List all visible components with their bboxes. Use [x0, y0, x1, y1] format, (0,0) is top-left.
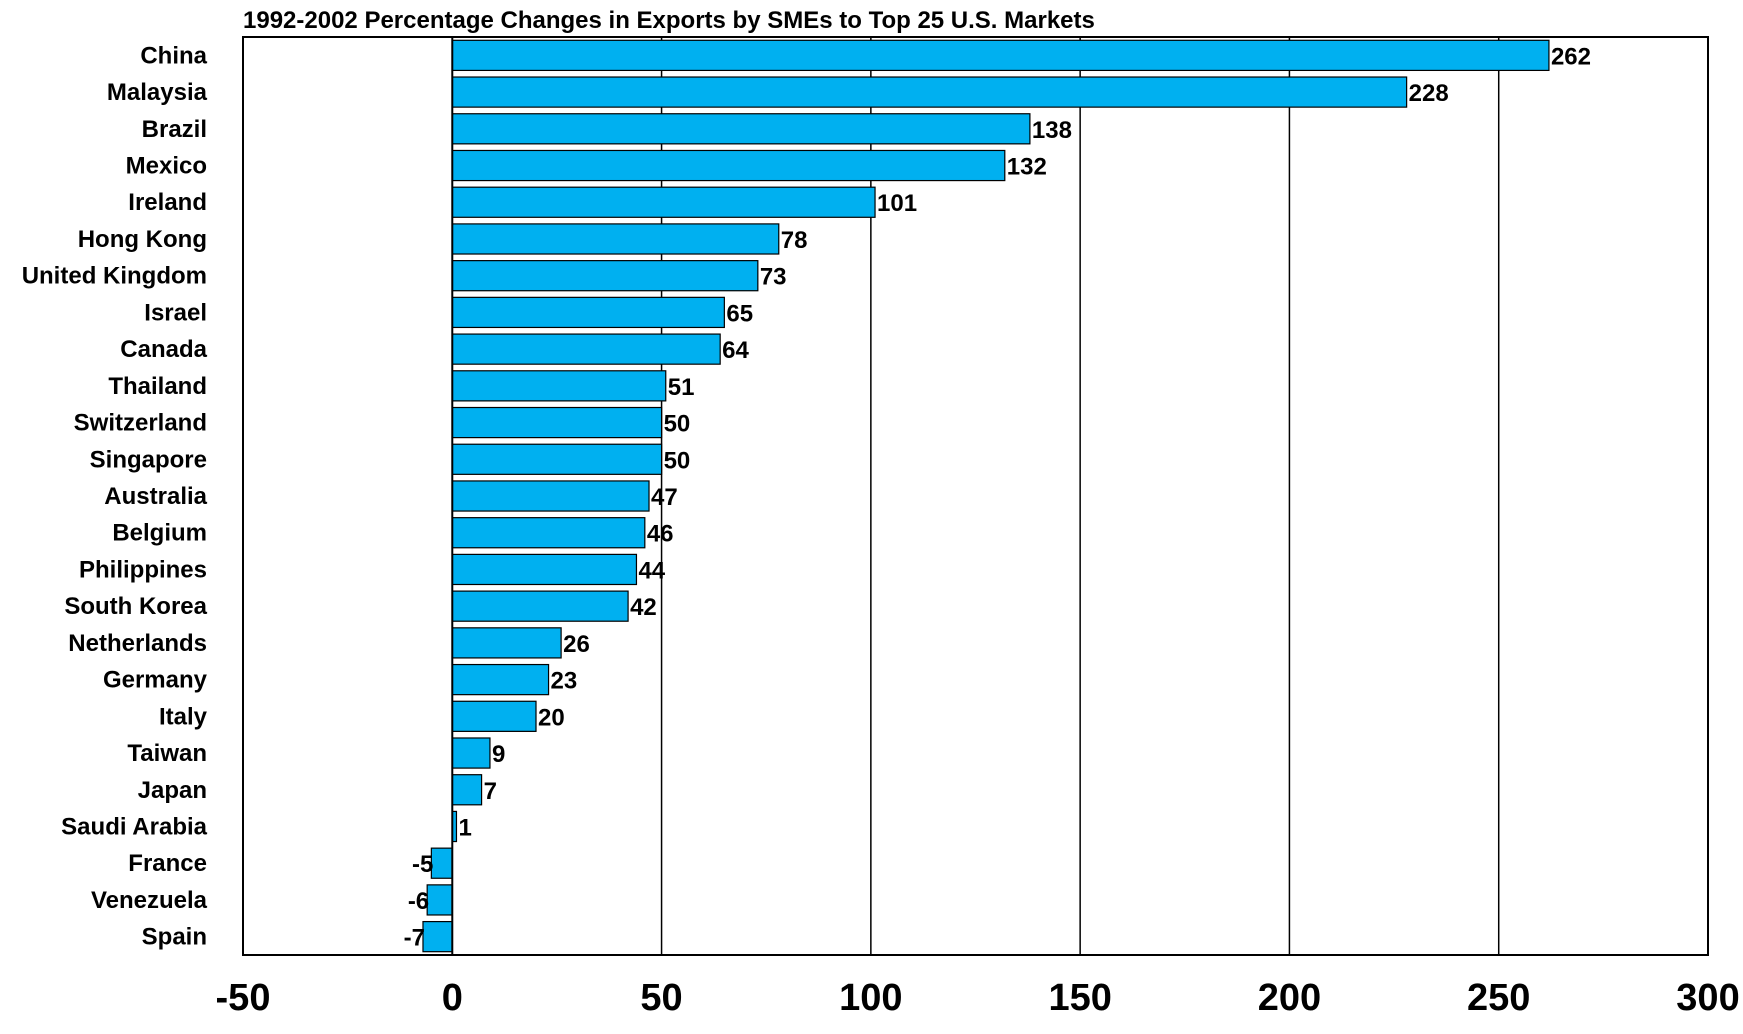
- bar: [422, 920, 453, 953]
- category-label: Canada: [120, 336, 207, 363]
- category-label: Hong Kong: [78, 226, 207, 253]
- category-label: Belgium: [112, 520, 207, 547]
- category-label: Venezuela: [91, 887, 208, 914]
- data-label: 78: [781, 227, 808, 254]
- bar: [451, 737, 491, 769]
- x-tick-label: -50: [216, 977, 271, 1019]
- bar: [430, 847, 453, 879]
- data-label: 51: [668, 374, 695, 401]
- data-label: 262: [1551, 43, 1591, 70]
- bar: [451, 517, 646, 549]
- bar: [451, 39, 1550, 72]
- x-tick-label: 0: [442, 977, 463, 1019]
- bar: [451, 700, 537, 732]
- bar: [451, 443, 663, 475]
- category-label: Singapore: [90, 446, 207, 473]
- category-label: China: [140, 42, 207, 69]
- category-label: Mexico: [126, 153, 207, 180]
- bar: [451, 149, 1006, 182]
- bar: [451, 113, 1031, 145]
- bar: [451, 186, 876, 218]
- data-label: 73: [760, 264, 787, 291]
- bar: [426, 884, 453, 916]
- data-label: 228: [1409, 80, 1449, 107]
- bar: [451, 663, 550, 696]
- category-label: Brazil: [142, 116, 207, 143]
- bar: [451, 76, 1408, 108]
- bar: [451, 480, 650, 512]
- data-labels: 262 228 138 132 101 78 73 65 64 51 50 50 47 46 44 42 26 2…: [404, 43, 1591, 951]
- data-label: -7: [404, 925, 425, 952]
- category-label: Germany: [103, 667, 208, 694]
- category-labels: China Malaysia Brazil Mexico Ireland Hong Kon…: [22, 42, 208, 950]
- data-label: -6: [408, 888, 429, 915]
- bar: [451, 260, 759, 292]
- bar: [451, 406, 663, 439]
- x-tick-label: 100: [839, 977, 902, 1019]
- category-label: Malaysia: [107, 79, 208, 106]
- category-label: Saudi Arabia: [61, 813, 207, 840]
- x-tick-label: 50: [640, 977, 682, 1019]
- x-tick-labels: -50 0 50 100 150 200 250 300: [216, 977, 1740, 1019]
- bar: [451, 774, 483, 806]
- data-label: 50: [664, 411, 691, 438]
- x-tick-label: 250: [1467, 977, 1530, 1019]
- bar: [451, 553, 638, 586]
- data-label: 23: [551, 668, 578, 695]
- data-label: 1: [458, 814, 471, 841]
- category-label: Japan: [138, 777, 207, 804]
- data-label: 42: [630, 594, 657, 621]
- category-label: Australia: [104, 483, 207, 510]
- plot-area: [242, 36, 1709, 956]
- data-label: 44: [638, 557, 665, 584]
- bar: [451, 627, 562, 659]
- category-label: Philippines: [79, 556, 207, 583]
- bar: [451, 333, 721, 365]
- bar: [451, 370, 667, 402]
- data-label: 132: [1007, 154, 1047, 181]
- data-label: 64: [722, 337, 749, 364]
- x-tick-label: 300: [1676, 977, 1739, 1019]
- category-label: Taiwan: [127, 740, 207, 767]
- data-label: 7: [484, 778, 497, 805]
- data-label: 47: [651, 484, 678, 511]
- category-label: Switzerland: [74, 410, 207, 437]
- data-label: 50: [664, 447, 691, 474]
- data-label: 138: [1032, 117, 1072, 144]
- bar: [451, 223, 780, 255]
- x-tick-label: 150: [1048, 977, 1111, 1019]
- data-label: 26: [563, 631, 590, 658]
- bar: [451, 590, 629, 622]
- data-label: -5: [412, 851, 433, 878]
- data-label: 9: [492, 741, 505, 768]
- category-label: Thailand: [108, 373, 207, 400]
- data-label: 101: [877, 190, 917, 217]
- data-label: 46: [647, 521, 674, 548]
- category-label: Israel: [144, 299, 207, 326]
- category-label: Italy: [159, 703, 208, 730]
- x-tick-label: 200: [1258, 977, 1321, 1019]
- category-label: France: [128, 850, 207, 877]
- category-label: Netherlands: [68, 630, 207, 657]
- data-label: 20: [538, 704, 565, 731]
- category-label: Spain: [142, 924, 207, 951]
- category-label: United Kingdom: [22, 263, 207, 290]
- bar: [451, 296, 725, 329]
- bars: [422, 39, 1550, 953]
- category-label: South Korea: [64, 593, 207, 620]
- chart-title: 1992-2002 Percentage Changes in Exports …: [243, 7, 1095, 34]
- data-label: 65: [726, 300, 753, 327]
- category-label: Ireland: [128, 189, 207, 216]
